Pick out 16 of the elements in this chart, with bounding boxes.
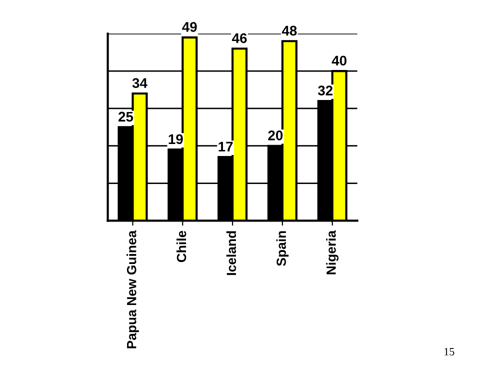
data-label: 34: [132, 78, 148, 88]
x-tick-label: Nigeria: [326, 230, 339, 274]
x-tick-label: Papua New Guinea: [126, 230, 139, 348]
x-tick-label: Iceland: [226, 231, 236, 275]
data-label: 32: [318, 86, 333, 96]
data-label: 19: [168, 134, 183, 144]
x-tick-label: Chile: [176, 230, 186, 262]
data-label: 20: [268, 130, 283, 140]
data-label: 46: [232, 33, 247, 44]
text: 15: [444, 348, 454, 356]
x-tick-label: Spain: [276, 231, 289, 266]
data-label: 17: [218, 142, 233, 152]
data-label: 25: [118, 112, 134, 122]
data-label: 48: [282, 26, 297, 36]
data-label: 49: [182, 22, 197, 32]
data-label: 40: [332, 56, 346, 66]
